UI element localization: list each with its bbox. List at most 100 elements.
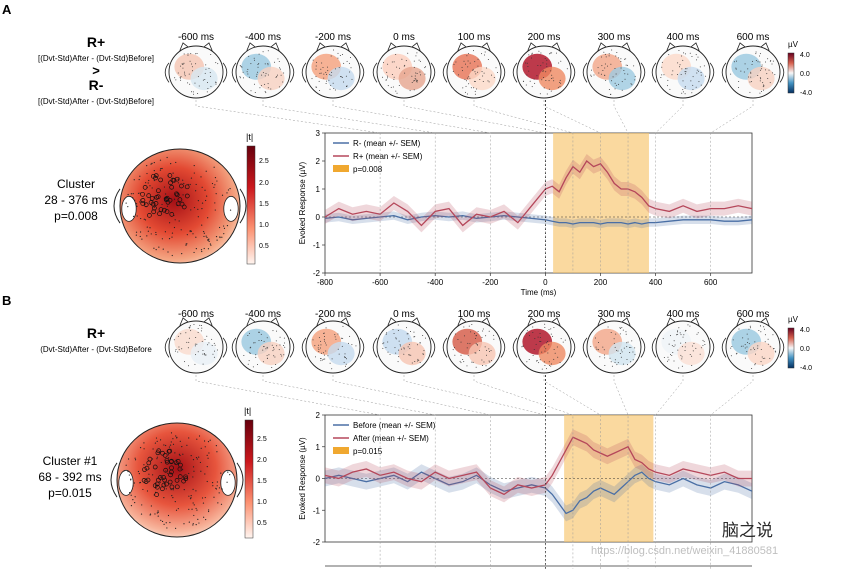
panel-b-cluster-topomap [110,422,244,538]
panel-a-cluster-topomap [113,148,247,264]
chart-b-ylabel: Evoked Response (µV) [298,437,307,520]
panel-b-topomap-8 [721,317,785,374]
chart-a-xtick-4: 0 [543,278,548,287]
panel-b-t-tick-1: 2.0 [257,457,267,464]
panel-b-cluster-title: Cluster #1 [43,454,98,468]
panel-a-topomap-8 [721,42,785,99]
chart-b-ytick-4: 2 [316,411,321,420]
panel-a-time-label-5: 200 ms [528,32,561,43]
panel-b-topomap-6 [582,317,646,374]
chart-a-ytick-2: 0 [316,213,321,222]
panel-a-topomap-3 [372,42,436,99]
panel-b-label: B [2,293,11,308]
watermark-logo: 脑之说 [722,521,773,541]
chart-a-series-1-sem-band [325,154,752,233]
chart-b-ytick-1: -1 [313,506,321,515]
panel-b-topomap-3 [372,317,436,374]
chart-a-xtick-5: 200 [594,278,608,287]
panel-a-time-label-2: -200 ms [315,32,351,43]
panel-b-t-tick-0: 2.5 [257,436,267,443]
chart-b-legend-label-0: Before (mean +/- SEM) [353,421,436,430]
chart-a-xtick-0: -800 [317,278,334,287]
panel-a-contrast-top: R+ [87,34,105,50]
panel-b-cluster-scalp [116,422,238,538]
chart-b-series-0-sem-band [325,464,752,522]
chart-a-ytick-5: 3 [316,129,321,138]
panel-a-topomap-6 [582,42,646,99]
panel-b-time-label-3: 0 ms [393,309,415,320]
chart-b-series-1-sem-band [325,429,752,503]
panel-a-cluster-title: Cluster [57,177,95,191]
panel-b-topomap-0 [164,317,228,374]
panel-a-time-label-1: -400 ms [245,32,281,43]
chart-b-legend-label-1: After (mean +/- SEM) [353,434,429,443]
panel-b-uv-tick-max: 4.0 [800,327,810,334]
panel-b-t-label: |t| [244,406,251,416]
chart-a-xtick-3: -200 [482,278,499,287]
panel-b-cluster-range: 68 - 392 ms [38,470,101,484]
panel-b-time-label-8: 600 ms [737,309,770,320]
panel-b-uv-tick-min: -4.0 [800,365,812,372]
chart-a-xtick-7: 600 [704,278,718,287]
chart-a-ytick-1: -1 [313,241,321,250]
panel-a-contrast-bottom: R- [89,77,104,93]
chart-a-ytick-4: 2 [316,157,321,166]
chart-a-ytick-3: 1 [316,185,321,194]
topomap-connector-lines [195,100,754,569]
chart-b-ytick-0: -2 [313,538,321,547]
panel-a-time-label-6: 300 ms [598,32,631,43]
chart-a-legend-label-2: p=0.008 [353,165,383,174]
panel-b-topomap-5 [512,317,576,374]
panel-b-t-tick-2: 1.5 [257,478,267,485]
panel-b-topomap-2 [301,317,365,374]
panel-a-t-tick-4: 0.5 [259,243,269,250]
panel-a-time-label-7: 400 ms [667,32,700,43]
panel-b-t-colorbar [244,419,254,539]
panel-a-uv-colorbar [787,52,795,94]
panel-b-evoked-response-chart: -2 -1 0 1 2 Evoked Response (µV) Before (mean … [298,375,753,569]
panel-b-uv-tick-mid: 0.0 [800,346,810,353]
panel-b-t-tick-4: 0.5 [257,520,267,527]
panel-a-time-label-0: -600 ms [178,32,214,43]
panel-a-time-label-4: 100 ms [458,32,491,43]
panel-a-uv-tick-min: -4.0 [800,90,812,97]
chart-b-series-0-line [324,471,753,515]
panel-b-time-label-6: 300 ms [598,309,631,320]
panel-a-topomap-0 [164,42,228,99]
panel-b-topomap-4 [442,317,506,374]
panel-a-topomap-7 [651,42,715,99]
panel-b-time-label-5: 200 ms [528,309,561,320]
chart-a-xtick-2: -400 [427,278,444,287]
panel-a-topomap-row: -600 ms -400 ms -200 ms 0 ms 100 ms 200 ms 300… [164,32,785,99]
chart-b-ytick-2: 0 [316,475,321,484]
chart-a-xtick-1: -600 [372,278,389,287]
panel-a-t-tick-2: 1.5 [259,201,269,208]
panel-b-uv-unit: µV [788,315,799,324]
chart-a-series-1-line [324,160,753,227]
panel-b-time-label-4: 100 ms [458,309,491,320]
panel-a-cluster-scalp [119,148,241,264]
panel-b-topomap-1 [231,317,295,374]
panel-a-formula-bottom: [(Dvt-Std)After - (Dvt-Std)Before] [38,97,154,106]
panel-a-t-colorbar [246,145,256,265]
panel-b-topomap-row: -600 ms -400 ms -200 ms 0 ms 100 ms 200 ms 300… [164,309,785,374]
panel-a-label: A [2,2,12,17]
panel-a-formula-top: [(Dvt-Std)After - (Dvt-Std)Before] [38,54,154,63]
panel-b-cluster-p: p=0.015 [48,486,92,500]
chart-b-series-1-line [324,436,752,496]
chart-a-legend-swatch-2 [333,165,349,172]
panel-a-time-label-8: 600 ms [737,32,770,43]
chart-b-legend: Before (mean +/- SEM) After (mean +/- SEM… [333,421,436,456]
panel-a-t-tick-1: 2.0 [259,180,269,187]
chart-a-legend-label-1: R+ (mean +/- SEM) [353,152,423,161]
chart-a-plot-area [324,132,753,274]
panel-a-topomap-1 [231,42,295,99]
chart-b-legend-swatch-2 [333,447,349,454]
panel-a-uv-unit: µV [788,40,799,49]
panel-a-gt: > [92,63,100,78]
panel-a-topomap-5 [512,42,576,99]
chart-a-legend: R- (mean +/- SEM) R+ (mean +/- SEM) p=0.00… [333,139,423,174]
panel-a-topomap-2 [301,42,365,99]
panel-a-evoked-response-chart: -2 -1 0 1 2 3 -800 -600 -400 -200 0 200 400 600 Time (… [298,100,753,297]
